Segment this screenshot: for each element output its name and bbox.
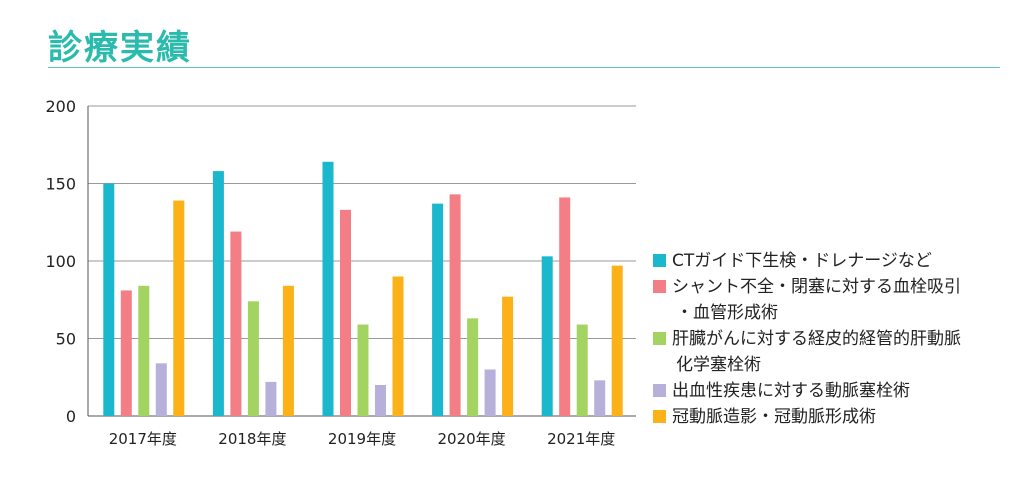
x-tick-label: 2017年度	[109, 430, 177, 448]
legend-item: 冠動脈造影・冠動脈形成術	[653, 404, 1013, 430]
chart-legend: CTガイド下生検・ドレナージなどシャント不全・閉塞に対する血栓吸引 ・血管形成術肝…	[653, 248, 1013, 430]
bar	[375, 385, 386, 416]
bar	[559, 197, 571, 416]
bar	[265, 381, 277, 416]
page-title: 診療実績	[48, 28, 192, 68]
bar	[103, 183, 115, 416]
bar	[594, 380, 606, 416]
x-tick-label: 2021年度	[547, 430, 615, 448]
y-tick-label: 50	[56, 330, 76, 349]
legend-item: 肝臓がんに対する経皮的経管的肝動脈 化学塞栓術	[653, 326, 1013, 378]
bar	[432, 203, 444, 416]
y-tick-label: 100	[45, 252, 76, 271]
bar	[322, 161, 334, 416]
legend-swatch	[653, 410, 666, 423]
bar	[173, 200, 185, 416]
x-tick-label: 2019年度	[328, 430, 396, 448]
bar	[120, 290, 132, 416]
legend-item: シャント不全・閉塞に対する血栓吸引 ・血管形成術	[653, 274, 1013, 326]
legend-label: 肝臓がんに対する経皮的経管的肝動脈 化学塞栓術	[672, 329, 961, 375]
legend-label: 冠動脈造影・冠動脈形成術	[672, 407, 876, 427]
bar	[502, 296, 514, 416]
bar	[230, 231, 242, 416]
x-tick-label: 2020年度	[438, 430, 506, 448]
legend-item: 出血性疾患に対する動脈塞栓術	[653, 378, 1013, 404]
legend-label: CTガイド下生検・ドレナージなど	[672, 251, 932, 271]
legend-item: CTガイド下生検・ドレナージなど	[653, 248, 1013, 274]
bar	[449, 194, 461, 416]
legend-label: シャント不全・閉塞に対する血栓吸引 ・血管形成術	[672, 277, 961, 323]
bar	[138, 285, 150, 416]
y-tick-label: 0	[66, 407, 76, 426]
legend-swatch	[653, 254, 666, 267]
bar	[541, 256, 553, 416]
bar	[247, 301, 259, 416]
bar	[611, 265, 623, 416]
legend-label: 出血性疾患に対する動脈塞栓術	[672, 381, 910, 401]
x-tick-label: 2018年度	[218, 430, 286, 448]
legend-swatch	[653, 384, 666, 397]
y-tick-label: 200	[45, 97, 76, 116]
bar	[357, 324, 369, 416]
bar	[340, 209, 351, 416]
y-tick-label: 150	[45, 175, 76, 194]
bar	[392, 276, 404, 416]
bar	[467, 318, 479, 416]
legend-swatch	[653, 280, 666, 293]
bar	[576, 324, 588, 416]
bar	[282, 285, 294, 416]
legend-swatch	[653, 332, 666, 345]
bar	[155, 363, 167, 416]
title-divider	[48, 67, 1000, 68]
bar	[484, 369, 496, 416]
bar	[212, 171, 224, 416]
